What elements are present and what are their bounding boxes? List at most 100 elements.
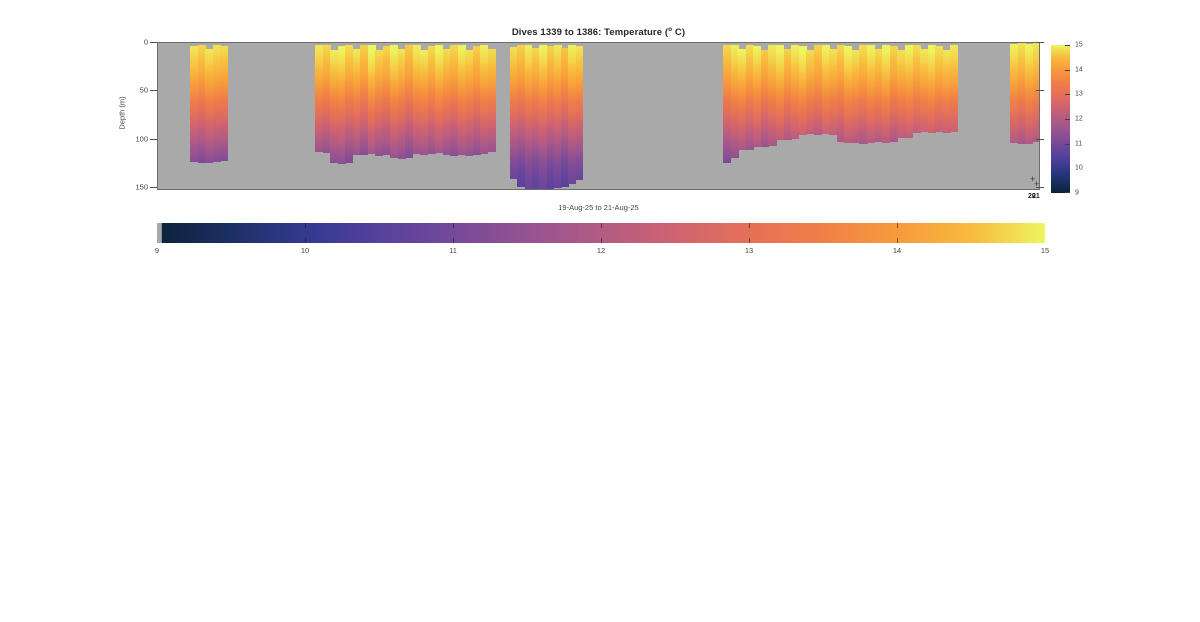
dive-column-g1-1 [190,45,199,162]
colorbar-v-tick-mark [1065,168,1070,170]
y-tick-mark [150,187,157,188]
colorbar-v-tick-mark [1065,143,1070,145]
colorbar-h-tick-mark-bottom [601,238,602,243]
dive-column-g2-21 [465,49,473,157]
colorbar-v-tick-label: 14 [1075,66,1083,74]
colorbar-h-tick-mark-bottom [749,238,750,243]
y-tick-mark [150,42,157,43]
corner-plus-mark: + [1034,179,1040,189]
dive-column-g4-18 [851,49,860,144]
colorbar-h-tick-mark-top [749,223,750,228]
colorbar-h-tick-mark-top [453,223,454,228]
right-tick-mark [1036,138,1044,140]
dive-column-g4-17 [844,45,853,143]
colorbar-h-tick-mark-top [601,223,602,228]
dive-column-g4-8 [776,44,785,140]
dive-column-g2-15 [420,49,428,156]
colorbar-h-tick-label: 9 [154,246,160,255]
dive-column-g4-12 [806,49,815,134]
dive-column-g4-10 [791,44,800,139]
y-tick-label: 150 [135,182,148,192]
colorbar-v-tick-label: 15 [1075,41,1083,49]
y-tick-label: 50 [139,85,148,95]
dive-column-g1-5 [220,45,229,161]
y-tick-label: 0 [143,37,148,47]
chart-title-degree-sup: o [668,26,673,33]
dive-column-g4-27 [920,48,929,132]
dive-column-g5-2 [1017,42,1026,145]
dive-column-g4-4 [745,44,754,151]
dive-column-g5-3 [1025,43,1033,145]
dive-column-g3-8 [561,47,569,187]
dive-column-g4-29 [935,45,944,132]
right-tick-mark [1036,90,1044,92]
colorbar-v-tick-mark [1065,119,1070,120]
dive-column-g2-8 [367,44,376,155]
corner-overlap-tick-label: 20 [1028,193,1036,200]
dive-column-g4-5 [753,45,762,148]
dive-column-g2-13 [405,44,413,158]
colorbar-v-tick-label: 13 [1075,90,1083,98]
y-tick-mark [150,138,157,140]
dive-column-g4-3 [738,48,747,151]
dive-column-g4-25 [904,44,913,138]
dive-column-g4-21 [874,48,883,142]
dive-column-g4-9 [783,48,792,140]
dive-column-g1-2 [197,44,206,163]
dive-column-g3-3 [524,44,533,189]
chart-title: Dives 1339 to 1386: Temperature (o C) [157,26,1040,38]
dive-column-g2-3 [330,49,338,163]
y-axis-label: Depth (m) [117,96,127,130]
dive-column-g2-6 [352,48,361,156]
dive-column-g1-4 [212,44,221,162]
colorbar-h-tick-label: 10 [300,246,310,255]
colorbar-h-tick-label: 13 [744,246,754,255]
dive-column-g2-4 [337,45,346,164]
dive-column-g2-18 [442,48,451,156]
dive-column-g2-1 [315,44,323,153]
dive-column-g4-19 [859,44,868,145]
dive-column-g2-24 [487,48,496,153]
dive-column-g2-2 [322,44,331,154]
dive-column-g2-14 [412,44,421,155]
dive-column-g3-2 [517,44,526,187]
colorbar-h-tick-label: 15 [1040,246,1050,255]
colorbar-h-tick-label: 14 [892,246,902,255]
colorbar-v-tick-mark [1065,69,1070,71]
dive-column-g2-9 [375,49,383,157]
dive-column-g2-22 [472,45,481,156]
corner-plus-mark: + [1030,174,1036,184]
colorbar-v-tick-mark [1065,192,1070,193]
dive-column-g4-2 [730,44,739,158]
colorbar-v-tick-label: 10 [1075,164,1083,172]
dive-column-g4-20 [867,44,876,143]
dive-column-g4-7 [768,44,777,147]
dive-column-g4-22 [882,44,891,143]
dive-column-g4-11 [798,45,807,135]
dive-column-g3-5 [539,44,547,189]
colorbar-horizontal-underrange-segment [157,223,162,243]
dive-column-g2-17 [435,44,443,154]
dive-column-g4-6 [760,49,769,148]
right-tick-mark [1036,187,1044,188]
dive-column-g4-26 [912,44,921,133]
dive-column-g3-6 [546,45,555,189]
dive-column-g5-1 [1010,43,1018,143]
dive-column-g3-9 [568,44,577,185]
dive-column-g2-23 [480,44,488,155]
dive-column-g4-13 [813,44,823,135]
colorbar-v-tick-label: 12 [1075,115,1083,123]
colorbar-v-tick-label: 11 [1075,140,1083,148]
colorbar-h-tick-mark-bottom [897,238,898,243]
chart-title-main: Dives 1339 to 1386: Temperature ( [511,27,669,39]
y-tick-label: 100 [135,134,148,144]
colorbar-h-tick-mark-bottom [453,238,454,243]
dive-column-g4-31 [950,44,959,132]
dive-column-g2-20 [457,44,466,156]
dive-column-g4-1 [723,44,732,163]
dive-column-g4-14 [821,44,830,134]
dive-column-g4-23 [889,45,898,142]
dive-column-g2-10 [382,45,391,156]
dive-column-g2-12 [397,48,406,159]
colorbar-horizontal [157,223,1045,243]
